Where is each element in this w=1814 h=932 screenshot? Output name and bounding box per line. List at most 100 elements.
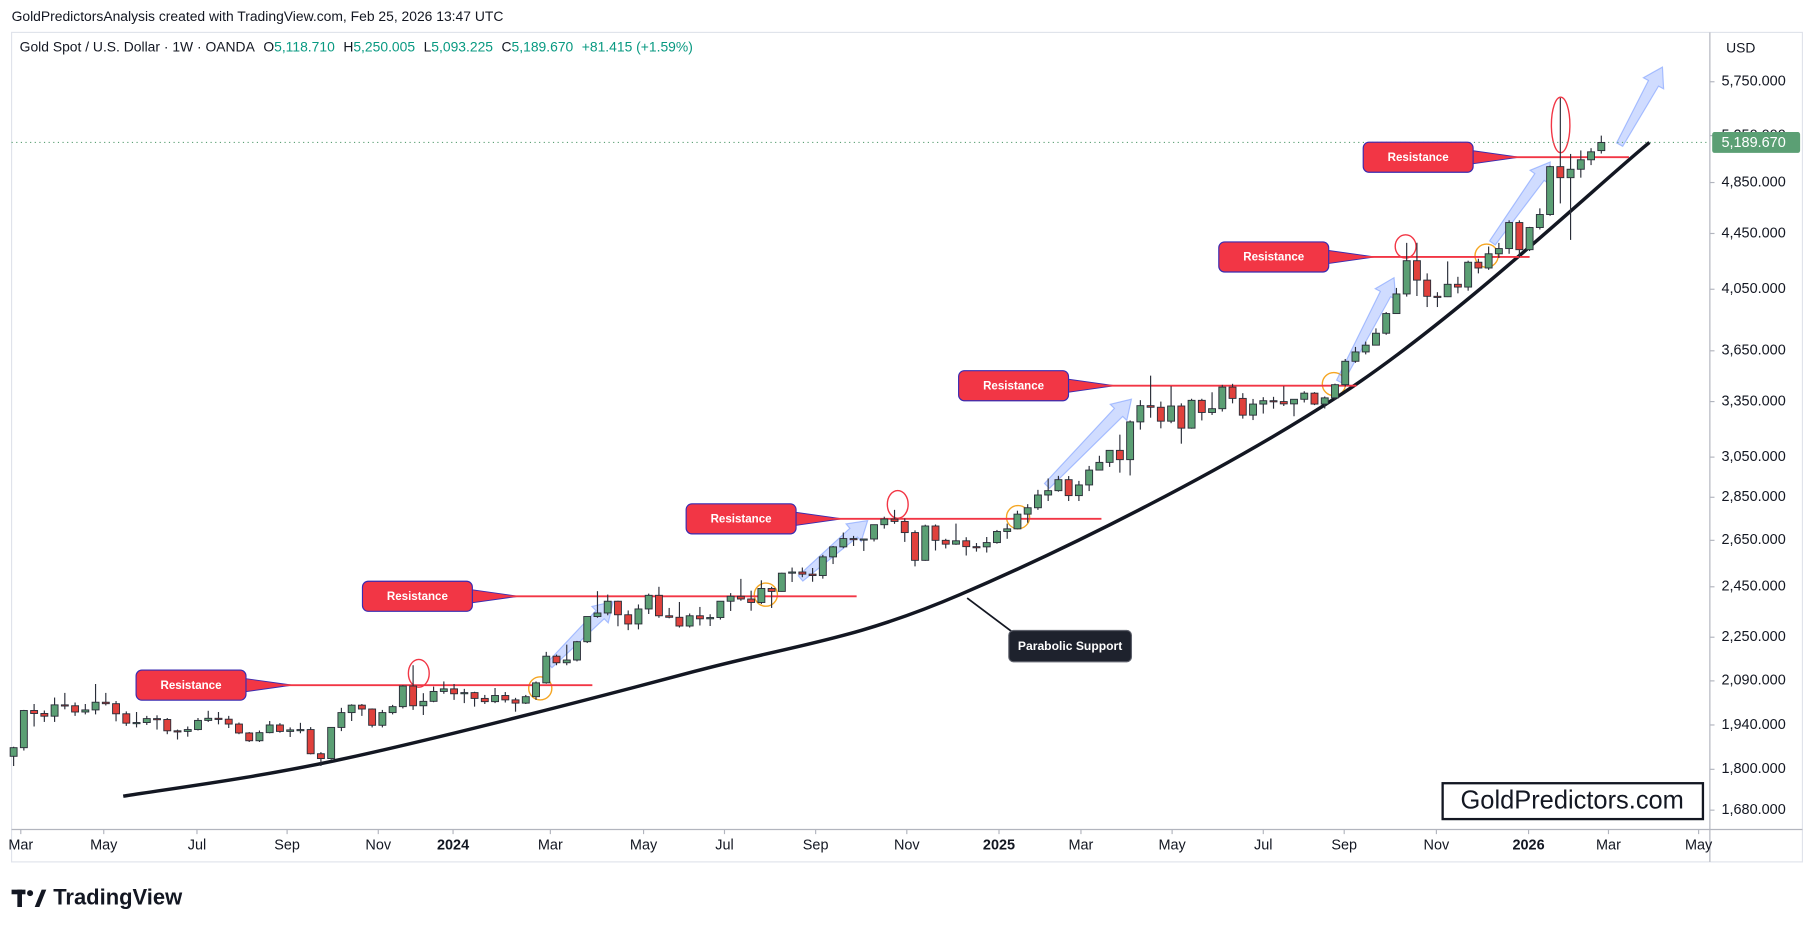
y-tick-label: 2,650.000 [1721,532,1785,548]
candle-body [153,718,161,721]
candle-body [736,595,745,600]
candle-body [1515,222,1524,251]
candle-body [255,732,264,742]
candle-body [163,719,172,732]
y-tick-label: 1,800.000 [1721,761,1785,777]
candle-body [368,708,377,726]
candle-body [1433,295,1442,298]
candle-body [665,615,674,618]
candle-body [808,573,817,577]
candle-body [30,710,39,714]
trend-arrow [1043,398,1133,490]
candle-body [1525,227,1534,251]
trend-arrow [546,600,614,669]
candle-body [818,556,827,577]
candle-body [142,718,151,723]
x-tick-label: Sep [274,838,300,854]
x-tick-label: Mar [1068,838,1093,854]
candle-body [378,712,387,726]
candle-body [1054,479,1063,492]
symbol: Gold Spot / U.S. Dollar · 1W · OANDA [20,38,256,54]
candle-body [1269,400,1278,403]
candle-body [1013,513,1022,530]
candle-body [419,700,428,707]
parabolic-support [122,141,1651,798]
candle-body [593,612,602,617]
support-pointer [966,597,1019,637]
candle-body [542,655,551,684]
candle-body [112,703,120,715]
candle-body [296,729,305,732]
candle-body [726,595,735,602]
resistance-label: Resistance [1388,152,1450,164]
x-tick-label: Jul [188,838,206,854]
candle-body [1484,253,1493,269]
candle-body [224,718,233,725]
candle-body [921,525,930,561]
candle-body [1228,386,1237,399]
x-tick-label: Mar [538,838,563,854]
candle-body [1351,351,1360,362]
candle-body [235,723,243,734]
candle-body [214,717,223,720]
candle-body [245,732,254,742]
candle-body [880,518,889,526]
y-tick-label: 3,350.000 [1721,393,1785,409]
candle-body [501,695,510,701]
candle-body [1218,386,1227,410]
candle-body [1505,222,1514,250]
candle-body [1597,141,1606,152]
ohlc-key: C [502,38,512,54]
y-tick-label: 2,090.000 [1721,673,1785,689]
last-price-tag [1712,132,1801,153]
candle-body [1033,494,1042,509]
x-tick-label: Sep [1331,838,1357,854]
breakout-marker [753,582,779,607]
candle-body [798,571,807,575]
candle-body [675,616,684,627]
peak-marker [1394,234,1417,259]
candle-body [460,692,469,695]
candle-body [327,726,336,760]
x-tick-label: Nov [1424,838,1450,854]
candle-body [337,712,346,728]
candle-body [1474,261,1483,269]
candle-body [562,659,571,664]
candle-body [132,722,141,725]
y-tick-label: 1,940.000 [1721,717,1785,733]
candle-body [1341,360,1350,386]
y-tick-label: 3,650.000 [1721,343,1785,359]
frame [10,31,1804,863]
attribution: GoldPredictorsAnalysis created with Trad… [12,8,504,24]
candle-body [1146,405,1155,408]
candle-body [777,572,786,592]
candle-body [1402,260,1411,295]
candle-body [952,540,960,545]
candle-body [1453,283,1462,288]
candle-body [521,696,530,704]
candle-body [1443,283,1452,298]
candle-body [1115,449,1124,461]
candle-body [1320,397,1329,405]
y-tick-label: 3,050.000 [1721,449,1785,465]
legend: Gold Spot / U.S. Dollar · 1W · OANDA O5,… [20,38,693,54]
candle-body [532,682,540,698]
candle-body [614,600,622,616]
candle-body [1044,490,1053,496]
resistance-label: Resistance [387,591,449,603]
resistance-box [1362,141,1474,173]
candle-body [972,546,981,549]
candle-body [706,617,715,620]
resistance-box [135,669,247,701]
candle-body [552,655,561,664]
branding-logo [11,889,47,908]
peak-marker [886,489,909,519]
resistance-box [685,503,797,535]
candle-body [603,600,612,614]
ohlc-value: 5,093.225 [431,38,493,54]
candle-body [1208,408,1216,413]
y-tick-label: 1,680.000 [1721,802,1785,818]
candle-body [962,540,971,548]
candle-body [1249,403,1257,416]
